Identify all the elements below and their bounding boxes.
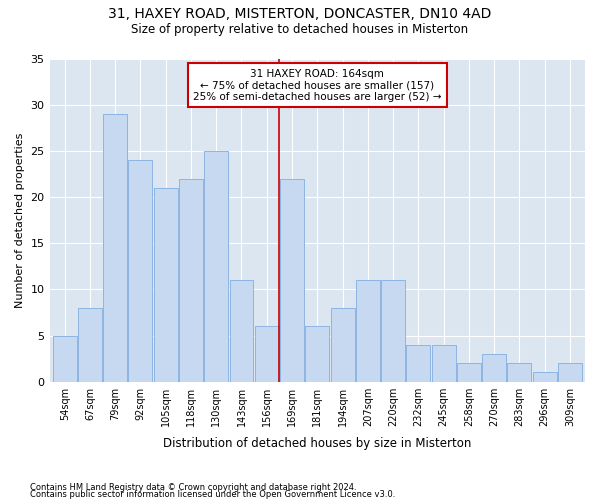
Bar [482, 354, 506, 382]
Text: Size of property relative to detached houses in Misterton: Size of property relative to detached ho… [131, 22, 469, 36]
Bar [179, 179, 203, 382]
Text: 31 HAXEY ROAD: 164sqm
← 75% of detached houses are smaller (157)
25% of semi-det: 31 HAXEY ROAD: 164sqm ← 75% of detached … [193, 68, 442, 102]
X-axis label: Distribution of detached houses by size in Misterton: Distribution of detached houses by size … [163, 437, 472, 450]
Bar [381, 280, 405, 382]
Bar [305, 326, 329, 382]
Bar [331, 308, 355, 382]
Y-axis label: Number of detached properties: Number of detached properties [15, 132, 25, 308]
Bar [356, 280, 380, 382]
Bar [280, 179, 304, 382]
Bar [204, 151, 228, 382]
Text: Contains HM Land Registry data © Crown copyright and database right 2024.: Contains HM Land Registry data © Crown c… [30, 484, 356, 492]
Bar [558, 363, 582, 382]
Bar [508, 363, 532, 382]
Bar [230, 280, 253, 382]
Text: Contains public sector information licensed under the Open Government Licence v3: Contains public sector information licen… [30, 490, 395, 499]
Text: 31, HAXEY ROAD, MISTERTON, DONCASTER, DN10 4AD: 31, HAXEY ROAD, MISTERTON, DONCASTER, DN… [109, 8, 491, 22]
Bar [406, 345, 430, 382]
Bar [533, 372, 557, 382]
Bar [78, 308, 102, 382]
Bar [154, 188, 178, 382]
Bar [255, 326, 279, 382]
Bar [53, 336, 77, 382]
Bar [457, 363, 481, 382]
Bar [431, 345, 455, 382]
Bar [128, 160, 152, 382]
Bar [103, 114, 127, 382]
